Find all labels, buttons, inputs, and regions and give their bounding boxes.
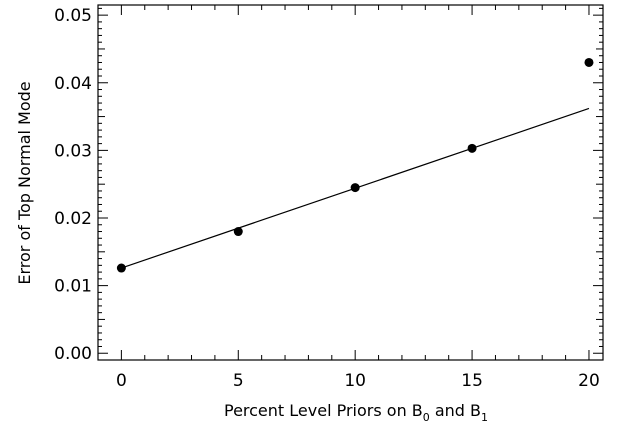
x-tick-label: 15 <box>461 371 483 391</box>
plot-frame <box>97 4 604 361</box>
y-axis-title: Error of Top Normal Mode <box>15 81 34 284</box>
data-point <box>116 263 126 273</box>
y-tick-label: 0.05 <box>54 6 92 26</box>
y-tick-label: 0.04 <box>54 74 92 94</box>
plot-axes <box>97 4 604 361</box>
x-axis-title: Percent Level Priors on B0 and B1 <box>224 401 488 423</box>
y-tick-label: 0.02 <box>54 209 92 229</box>
data-point <box>233 227 243 237</box>
data-point <box>467 143 477 153</box>
data-points <box>116 57 594 273</box>
axis-ticks: 0 5 10 15 20 0.00 0.01 0.02 0.03 0.04 0.05 <box>54 5 603 391</box>
data-point <box>350 183 360 193</box>
y-tick-label: 0.03 <box>54 141 92 161</box>
y-tick-label: 0.00 <box>54 344 92 364</box>
x-tick-label: 0 <box>116 371 127 391</box>
x-tick-label: 5 <box>233 371 244 391</box>
y-tick-label: 0.01 <box>54 277 92 297</box>
x-tick-label: 20 <box>578 371 600 391</box>
x-tick-label: 10 <box>344 371 366 391</box>
data-point <box>584 57 594 67</box>
